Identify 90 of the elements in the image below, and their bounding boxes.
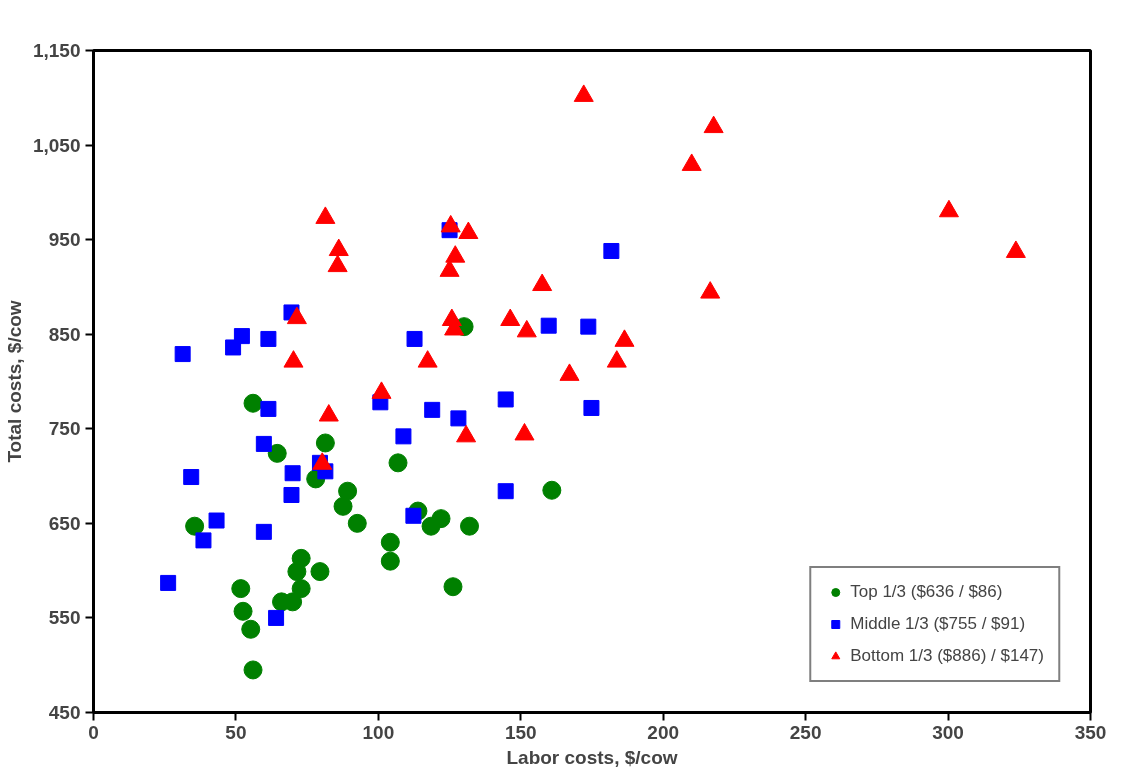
point — [431, 509, 451, 529]
point — [573, 84, 594, 102]
point — [195, 532, 212, 549]
point — [439, 259, 460, 277]
point — [371, 381, 392, 399]
point — [681, 153, 702, 171]
y-tick-label: 850 — [48, 323, 81, 345]
point — [260, 400, 277, 417]
point — [443, 577, 463, 597]
point — [406, 330, 423, 347]
point — [233, 601, 253, 621]
point — [559, 363, 580, 381]
point — [445, 245, 466, 263]
point — [516, 319, 537, 338]
x-tick-label: 0 — [88, 721, 99, 743]
point — [241, 619, 261, 639]
x-tick-label: 200 — [647, 721, 680, 743]
point — [583, 399, 600, 416]
point — [450, 410, 467, 427]
legend-label: Middle 1/3 ($755 / $91) — [850, 614, 1026, 634]
point — [440, 214, 461, 233]
point — [333, 496, 353, 516]
point — [283, 350, 304, 368]
point — [185, 516, 205, 536]
point — [310, 562, 330, 582]
point — [417, 350, 438, 368]
y-tick-label: 1,150 — [32, 40, 81, 61]
point — [291, 579, 311, 599]
point — [284, 465, 301, 482]
legend-label: Bottom 1/3 ($886) / $147) — [850, 646, 1044, 666]
point — [267, 443, 287, 463]
point — [347, 513, 367, 533]
point — [160, 574, 177, 591]
x-tick-label: 150 — [504, 721, 537, 743]
point — [603, 242, 620, 259]
y-tick-label: 950 — [48, 229, 81, 251]
point — [703, 115, 724, 134]
point — [460, 516, 480, 536]
point — [580, 318, 597, 335]
y-axis-title: Total costs, $/cow — [3, 300, 25, 463]
point — [338, 481, 358, 501]
point — [532, 273, 553, 292]
point — [380, 551, 400, 571]
point — [315, 433, 335, 453]
point — [614, 329, 635, 347]
x-tick-label: 100 — [362, 721, 395, 743]
point — [183, 469, 200, 486]
point — [225, 339, 242, 356]
point — [540, 317, 557, 334]
legend-label: Top 1/3 ($636 / $86) — [850, 582, 1003, 602]
point — [174, 346, 191, 363]
point — [497, 483, 514, 500]
point — [380, 532, 400, 552]
y-tick-label: 1,050 — [32, 134, 81, 156]
point — [318, 404, 339, 422]
point — [286, 306, 307, 325]
y-tick-label: 450 — [48, 702, 81, 723]
point — [287, 562, 307, 582]
point — [255, 523, 272, 540]
point — [1005, 240, 1026, 258]
y-tick-label: 650 — [48, 512, 81, 534]
point — [208, 512, 225, 529]
x-tick-label: 300 — [932, 721, 964, 743]
point — [500, 308, 521, 327]
x-tick-label: 350 — [1074, 721, 1107, 743]
point — [458, 221, 479, 240]
point — [542, 480, 562, 500]
point — [243, 393, 263, 413]
x-tick-label: 50 — [225, 721, 247, 743]
point — [405, 507, 422, 524]
point — [255, 435, 272, 452]
point — [283, 486, 300, 503]
point — [395, 428, 412, 445]
x-tick-label: 250 — [789, 721, 822, 743]
point — [424, 401, 441, 418]
point — [315, 206, 336, 224]
x-axis-title: Labor costs, $/cow — [506, 746, 678, 768]
point — [497, 391, 514, 408]
point — [268, 609, 285, 626]
point — [938, 199, 959, 218]
point — [388, 453, 408, 473]
y-tick-label: 750 — [48, 418, 81, 440]
point — [700, 281, 721, 299]
point — [243, 660, 263, 680]
point — [327, 254, 348, 273]
point — [606, 350, 627, 368]
y-tick-label: 550 — [48, 607, 81, 629]
point — [328, 238, 349, 257]
point — [260, 330, 277, 347]
point — [231, 579, 251, 599]
